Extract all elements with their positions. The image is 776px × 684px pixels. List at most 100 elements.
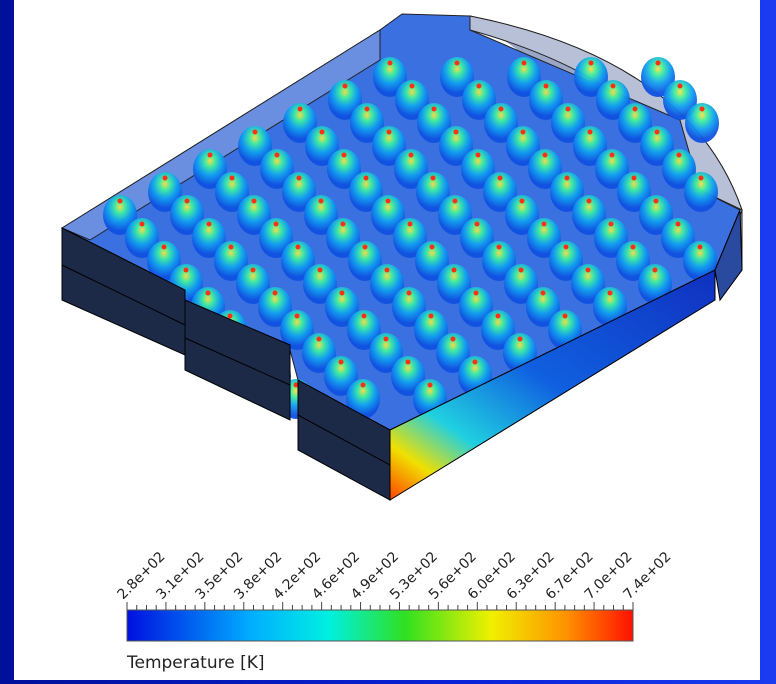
inlet: [384, 337, 389, 342]
inlet: [295, 314, 300, 319]
inlet: [521, 130, 526, 135]
inlet: [252, 199, 257, 204]
inlet: [343, 84, 348, 89]
inlet: [363, 245, 368, 250]
inlet: [361, 383, 366, 388]
inlet: [699, 176, 704, 181]
inlet: [455, 61, 460, 66]
inlet: [410, 84, 415, 89]
colorbar-title: Temperature [K]: [126, 653, 265, 673]
inlet: [454, 130, 459, 135]
inlet: [388, 61, 393, 66]
inlet: [275, 153, 280, 158]
inlet: [339, 360, 344, 365]
inlet: [428, 383, 433, 388]
inlet: [320, 130, 325, 135]
inlet: [542, 222, 547, 227]
inlet: [163, 176, 168, 181]
inlet: [362, 314, 367, 319]
inlet: [563, 314, 568, 319]
inlet: [565, 176, 570, 181]
inlet: [207, 222, 212, 227]
inlet: [678, 84, 683, 89]
inlet: [340, 291, 345, 296]
inlet: [608, 291, 613, 296]
inlet: [656, 61, 661, 66]
inlet: [407, 291, 412, 296]
inlet: [497, 245, 502, 250]
inlet: [406, 360, 411, 365]
inlet: [228, 314, 233, 319]
inlet: [676, 222, 681, 227]
inlet: [518, 337, 523, 342]
inlet: [432, 107, 437, 112]
inlet: [519, 268, 524, 273]
inlet: [522, 61, 527, 66]
inlet: [230, 176, 235, 181]
inlet: [385, 268, 390, 273]
inlet: [677, 153, 682, 158]
colorbar-gradient: [127, 610, 633, 641]
inlet: [700, 107, 705, 112]
inlet: [429, 314, 434, 319]
inlet: [140, 222, 145, 227]
inlet: [453, 199, 458, 204]
inlet: [184, 268, 189, 273]
inlet: [298, 107, 303, 112]
inlet: [430, 245, 435, 250]
inlet: [543, 153, 548, 158]
inlet: [499, 107, 504, 112]
inlet: [251, 268, 256, 273]
inlet: [206, 291, 211, 296]
inlet: [365, 107, 370, 112]
page: 2.8e+023.1e+023.5e+023.8e+024.2e+024.6e+…: [0, 0, 776, 684]
inlet: [475, 222, 480, 227]
inlet: [653, 268, 658, 273]
inlet: [274, 222, 279, 227]
inlet: [341, 222, 346, 227]
inlet: [409, 153, 414, 158]
inlet: [633, 107, 638, 112]
inlet: [317, 337, 322, 342]
inlet: [477, 84, 482, 89]
inlet: [273, 291, 278, 296]
inlet: [208, 153, 213, 158]
inlet: [387, 130, 392, 135]
inlet: [473, 360, 478, 365]
inlet: [611, 84, 616, 89]
inlet: [296, 245, 301, 250]
inlet: [386, 199, 391, 204]
inlet: [319, 199, 324, 204]
inlet: [654, 199, 659, 204]
inlet: [498, 176, 503, 181]
inlet: [610, 153, 615, 158]
inlet: [431, 176, 436, 181]
inlet: [586, 268, 591, 273]
inlet: [408, 222, 413, 227]
inlet: [118, 199, 123, 204]
inlet: [476, 153, 481, 158]
inlet: [631, 245, 636, 250]
inlet: [496, 314, 501, 319]
inlet: [185, 199, 190, 204]
inlet: [253, 130, 258, 135]
inlet: [452, 268, 457, 273]
inlet: [162, 245, 167, 250]
inlet: [544, 84, 549, 89]
inlet: [655, 130, 660, 135]
inlet: [589, 61, 594, 66]
inlet: [297, 176, 302, 181]
inlet: [587, 199, 592, 204]
screenshot: 2.8e+023.1e+023.5e+023.8e+024.2e+024.6e+…: [0, 0, 776, 684]
inlet: [229, 245, 234, 250]
inlet: [342, 153, 347, 158]
inlet: [566, 107, 571, 112]
inlet: [632, 176, 637, 181]
inlet: [541, 291, 546, 296]
inlet: [318, 268, 323, 273]
inlet: [609, 222, 614, 227]
inlet: [364, 176, 369, 181]
inlet: [451, 337, 456, 342]
inlet: [474, 291, 479, 296]
inlet: [588, 130, 593, 135]
